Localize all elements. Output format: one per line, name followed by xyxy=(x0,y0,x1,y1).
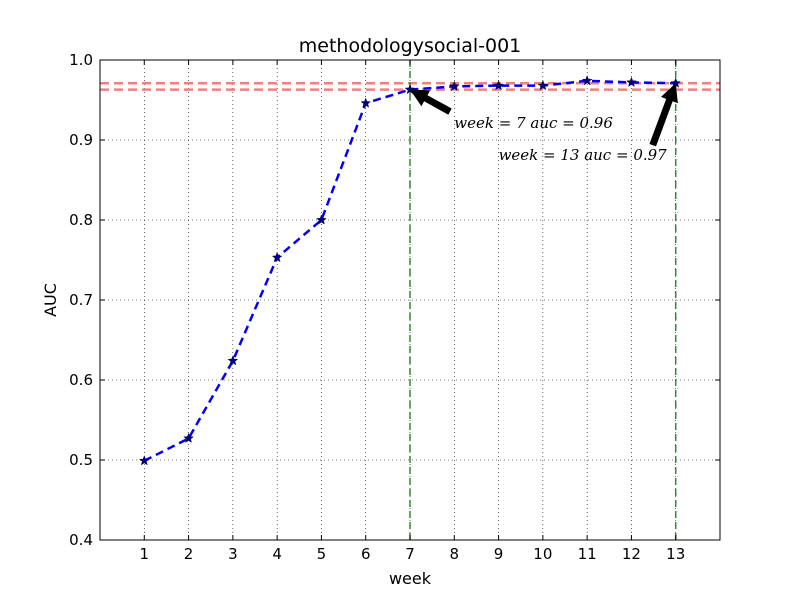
x-tick-label: 1 xyxy=(140,545,150,563)
x-tick-label: 11 xyxy=(578,545,597,563)
chart-title: methodologysocial-001 xyxy=(299,35,522,57)
y-tick-label: 0.9 xyxy=(69,131,93,149)
y-tick-label: 1.0 xyxy=(69,51,93,69)
annotation-arrow xyxy=(649,83,678,147)
x-tick-label: 6 xyxy=(361,545,371,563)
x-tick-label: 8 xyxy=(450,545,460,563)
y-tick-label: 0.7 xyxy=(69,291,93,309)
annotation-label: week = 7 auc = 0.96 xyxy=(454,114,613,132)
series-layer xyxy=(138,75,682,466)
data-point-marker xyxy=(316,214,327,225)
data-point-marker xyxy=(138,455,150,466)
annotation-arrow xyxy=(410,89,452,115)
data-point-marker xyxy=(227,355,239,366)
y-tick-label: 0.4 xyxy=(69,531,93,549)
y-tick-label: 0.8 xyxy=(69,211,93,229)
x-axis-title: week xyxy=(389,569,432,588)
axis-ticks: 1 2 3 4 5 6 7 8 9 10 11 12 130.40.50.60.70.80.91.0 xyxy=(69,51,720,563)
y-tick-label: 0.5 xyxy=(69,451,93,469)
x-tick-label: 7 xyxy=(405,545,415,563)
annotation-label: week = 13 auc = 0.97 xyxy=(499,146,668,164)
data-point-marker xyxy=(183,432,194,443)
x-tick-label: 10 xyxy=(533,545,552,563)
data-point-marker xyxy=(360,97,372,108)
data-point-marker xyxy=(537,79,549,91)
x-tick-label: 2 xyxy=(184,545,194,563)
x-tick-label: 3 xyxy=(228,545,238,563)
data-point-marker xyxy=(493,79,504,91)
annotations: week = 7 auc = 0.96 week = 13 auc = 0.97 xyxy=(410,83,678,164)
x-tick-label: 5 xyxy=(317,545,327,563)
y-axis-title: AUC xyxy=(41,283,60,317)
data-point-marker xyxy=(626,76,637,87)
data-point-marker xyxy=(404,83,416,95)
data-point-marker xyxy=(581,75,593,86)
data-point-marker xyxy=(448,80,460,91)
x-tick-label: 13 xyxy=(666,545,685,563)
x-tick-label: 9 xyxy=(494,545,504,563)
x-tick-label: 12 xyxy=(622,545,641,563)
x-tick-label: 4 xyxy=(272,545,282,563)
data-point-marker xyxy=(271,251,283,263)
y-tick-label: 0.6 xyxy=(69,371,93,389)
